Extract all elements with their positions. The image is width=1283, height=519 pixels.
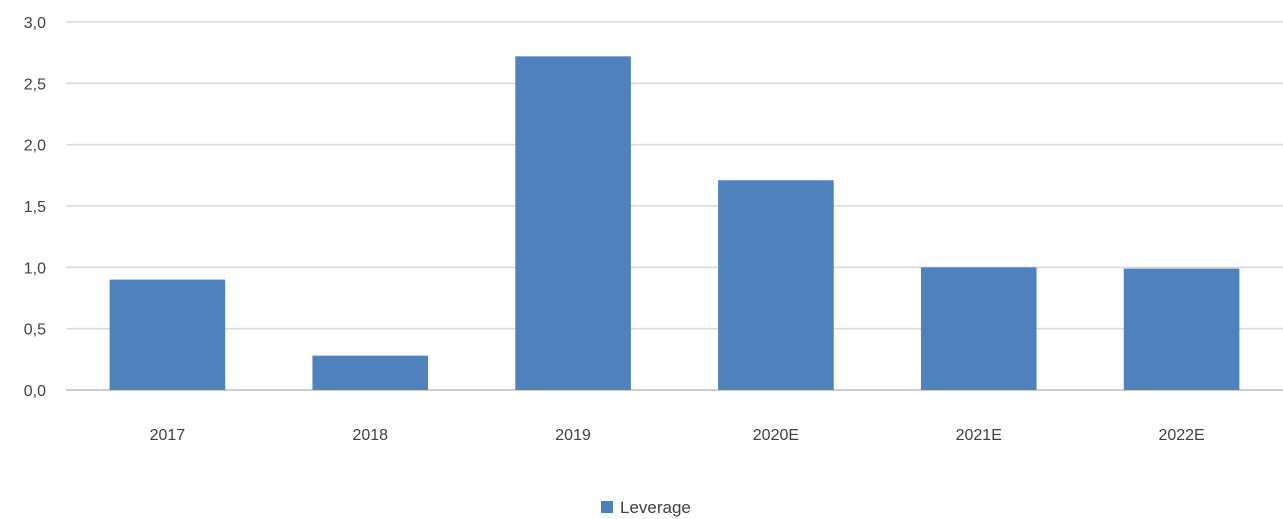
y-tick-label: 2,5 (24, 76, 46, 93)
y-axis-tick-labels: 0,0 0,5 1,0 1,5 2,0 2,5 3,0 (24, 15, 46, 400)
bar-2021e (920, 267, 1037, 390)
bar-2019 (515, 56, 631, 390)
y-tick-label: 3,0 (24, 15, 46, 32)
legend: Leverage (601, 498, 691, 517)
y-tick-label: 2,0 (24, 138, 46, 155)
x-tick-label: 2017 (150, 427, 186, 444)
gridlines (66, 21, 1283, 391)
y-tick-label: 0,0 (24, 383, 46, 400)
x-tick-label: 2020E (753, 427, 799, 444)
y-tick-label: 0,5 (24, 322, 46, 339)
x-tick-label: 2018 (352, 427, 388, 444)
bar-2017 (109, 279, 226, 390)
bar-2022e (1123, 268, 1240, 390)
legend-swatch-leverage (601, 501, 613, 513)
y-tick-label: 1,0 (24, 260, 46, 277)
bar-2018 (312, 355, 429, 390)
x-tick-label: 2019 (555, 427, 591, 444)
y-tick-label: 1,5 (24, 199, 46, 216)
bars (109, 56, 1240, 390)
x-tick-label: 2022E (1158, 427, 1204, 444)
legend-label-leverage: Leverage (620, 498, 691, 517)
bar-2020e (718, 180, 834, 390)
x-tick-label: 2021E (956, 427, 1002, 444)
x-axis-tick-labels: 2017 2018 2019 2020E 2021E 2022E (150, 427, 1205, 444)
